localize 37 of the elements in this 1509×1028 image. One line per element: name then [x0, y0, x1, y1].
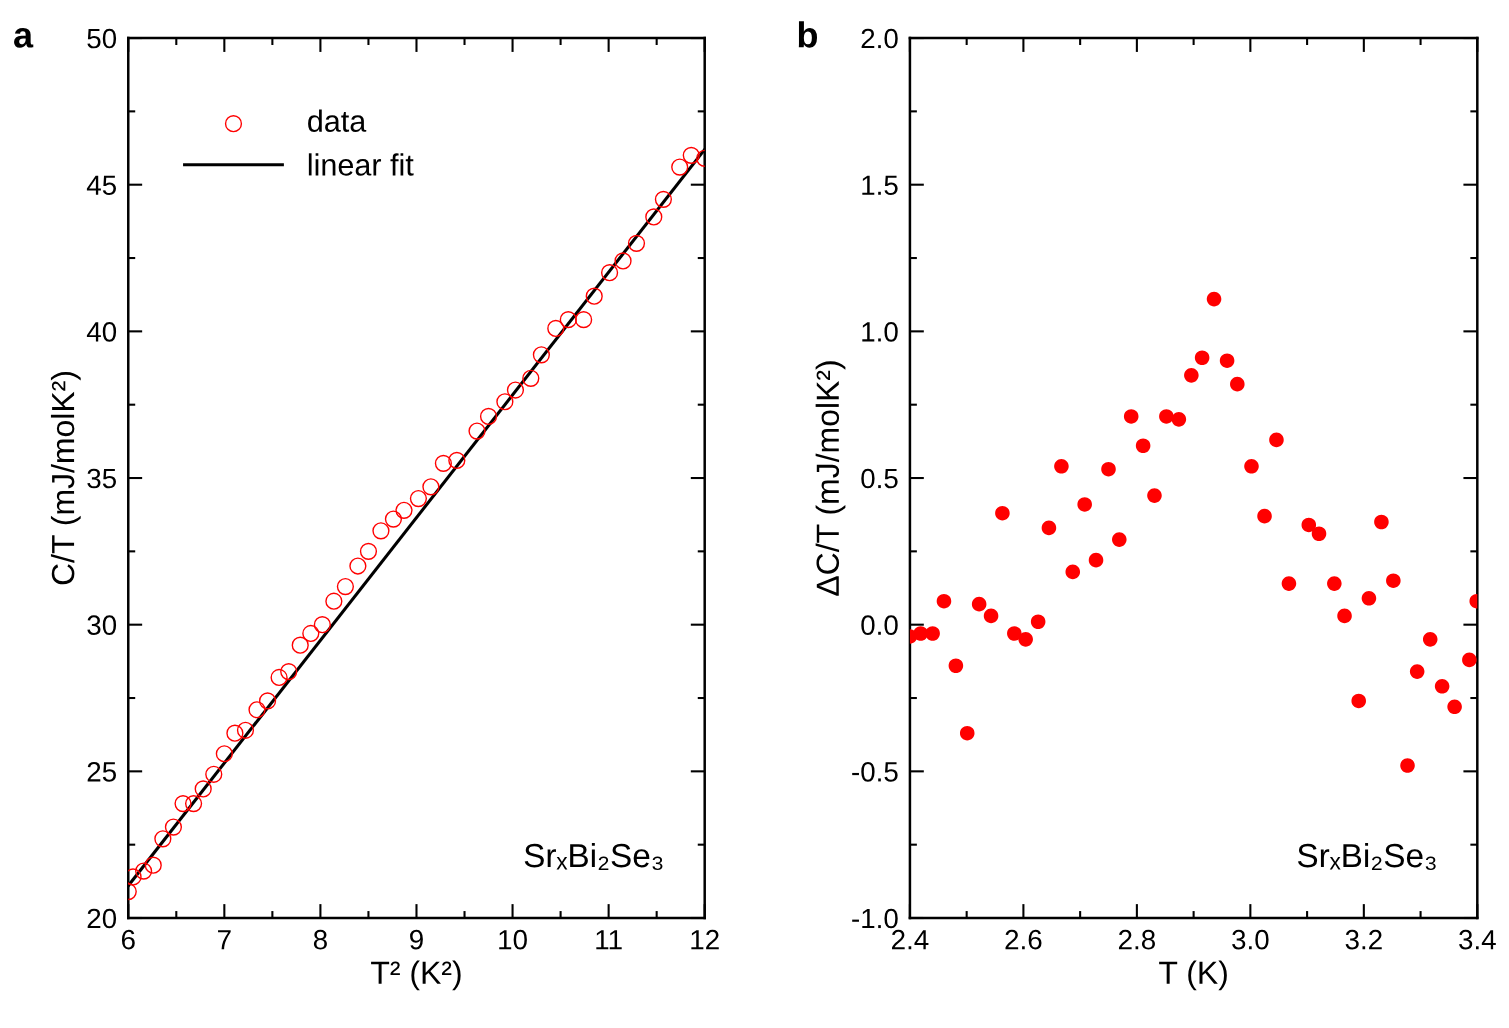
x-axis-title: T (K): [1159, 960, 1227, 991]
y-tick-label: 20: [87, 908, 117, 929]
x-tick-label: 10: [499, 929, 527, 950]
y-tick-label: -0.5: [852, 762, 898, 782]
x-tick-label: 11: [596, 930, 622, 950]
x-tick-label: 3.0: [1232, 929, 1269, 950]
y-tick-label: 0.5: [861, 468, 898, 489]
x-tick-label: 2.4: [892, 929, 929, 950]
y-tick-label: 30: [87, 615, 117, 636]
y-tick-label: -1.0: [852, 908, 898, 929]
x-tick-label: 2.8: [1118, 929, 1155, 950]
annotation: SrₓBi₂Se₃: [1297, 842, 1436, 871]
x-tick-label: 6: [121, 929, 135, 950]
legend-label: data: [308, 109, 367, 132]
x-tick-label: 3.2: [1345, 929, 1382, 950]
x-tick-label: 3.4: [1459, 929, 1496, 950]
x-tick-label: 12: [691, 929, 719, 950]
x-tick-label: 9: [410, 929, 423, 950]
y-tick-label: 50: [87, 28, 117, 49]
y-tick-label: 40: [86, 322, 117, 342]
x-tick-label: 8: [313, 929, 327, 950]
x-axis-title: T² (K²): [371, 960, 461, 991]
legend-label: linear fit: [308, 153, 414, 176]
y-tick-label: 2.0: [861, 28, 898, 49]
y-tick-label: 1.0: [862, 322, 898, 342]
y-axis-title: C/T (mJ/molK²): [50, 372, 81, 585]
x-tick-label: 7: [218, 930, 231, 950]
y-tick-label: 0.0: [861, 615, 898, 636]
x-tick-label: 2.6: [1005, 929, 1042, 950]
y-tick-label: 35: [87, 468, 116, 489]
annotation: SrₓBi₂Se₃: [524, 842, 663, 871]
text: b: [798, 21, 818, 48]
y-tick-label: 45: [86, 175, 116, 196]
text: a: [14, 27, 34, 48]
y-tick-label: 1.5: [862, 175, 898, 196]
y-tick-label: 25: [87, 762, 116, 782]
y-axis-title: ΔC/T (mJ/molK²): [815, 361, 846, 596]
